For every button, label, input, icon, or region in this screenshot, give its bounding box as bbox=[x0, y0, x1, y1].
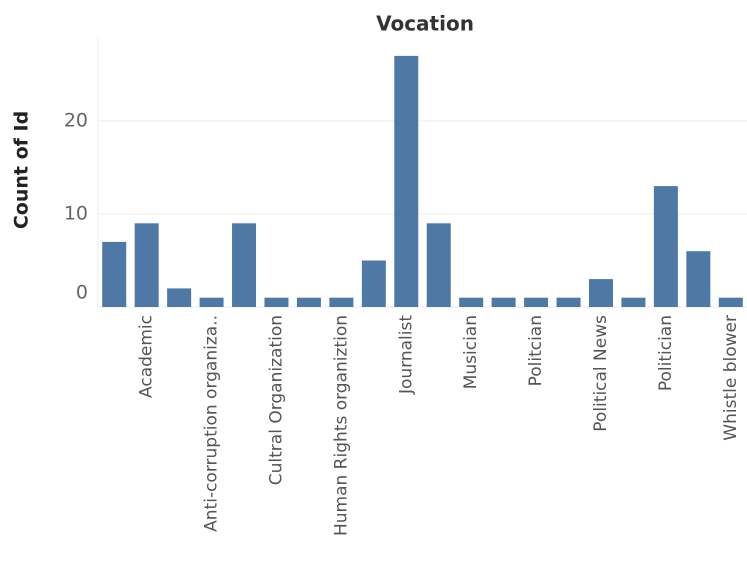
bar bbox=[329, 297, 354, 307]
y-axis-label: Count of Id bbox=[11, 111, 33, 229]
bar bbox=[686, 251, 711, 307]
y-tick-label: 20 bbox=[64, 110, 88, 132]
y-tick-label: 0 bbox=[76, 282, 88, 304]
bar bbox=[459, 297, 484, 307]
y-tick-label: 10 bbox=[64, 203, 88, 225]
bar bbox=[199, 297, 224, 307]
bar bbox=[524, 297, 549, 307]
bar bbox=[296, 297, 321, 307]
bar bbox=[491, 297, 516, 307]
x-tick-label: Political News bbox=[591, 315, 611, 432]
bar bbox=[653, 186, 678, 307]
bar bbox=[394, 55, 419, 308]
bar bbox=[718, 297, 743, 307]
bar bbox=[264, 297, 289, 307]
x-tick-label: Journalist bbox=[396, 315, 416, 395]
bar bbox=[167, 288, 192, 307]
bar bbox=[361, 260, 386, 307]
x-tick-label: Politician bbox=[656, 315, 676, 391]
x-tick-label: Cultral Organization bbox=[266, 315, 286, 485]
x-tick-label: Academic bbox=[137, 315, 157, 398]
x-tick-label: Musician bbox=[461, 315, 481, 389]
chart-title: Vocation bbox=[376, 12, 474, 36]
bar bbox=[556, 297, 581, 307]
bar bbox=[102, 241, 127, 307]
x-tick-label: Human Rights organiztion bbox=[331, 315, 351, 536]
x-tick-label: Whistle blower bbox=[721, 315, 741, 441]
x-tick-label: Anti-corruption organiza.. bbox=[202, 315, 222, 532]
bar bbox=[588, 279, 613, 307]
bar bbox=[134, 223, 159, 307]
bar bbox=[232, 223, 257, 307]
bar bbox=[426, 223, 451, 307]
x-tick-label: Politcian bbox=[526, 315, 546, 386]
bar bbox=[621, 297, 646, 307]
